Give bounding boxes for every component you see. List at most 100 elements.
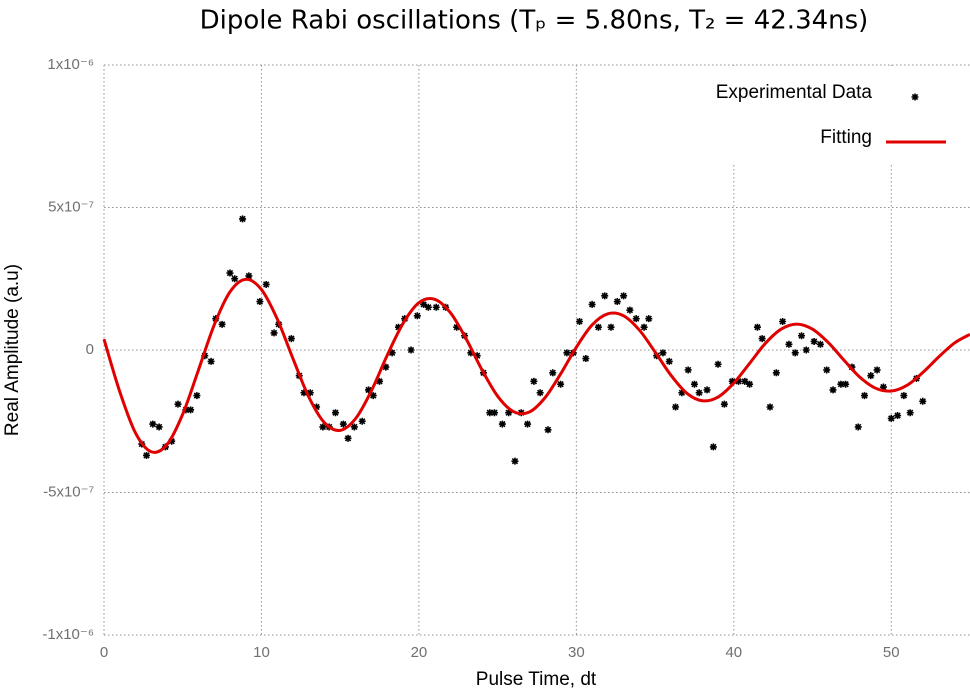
fit-line	[102, 277, 970, 454]
data-point	[816, 340, 824, 348]
x-tick-label: 40	[725, 644, 742, 661]
data-point	[645, 315, 653, 323]
data-point	[511, 457, 519, 465]
data-point	[287, 335, 295, 343]
data-point	[262, 280, 270, 288]
y-tick-label: -1x10⁻⁶	[42, 626, 94, 643]
x-tick-label: 20	[411, 644, 428, 661]
data-point	[218, 320, 226, 328]
data-point	[746, 380, 754, 388]
data-point	[331, 409, 339, 417]
data-point	[709, 443, 717, 451]
data-point	[735, 377, 743, 385]
data-point	[319, 423, 327, 431]
grid	[103, 64, 970, 636]
data-point	[640, 323, 648, 331]
data-point	[536, 389, 544, 397]
data-point	[376, 377, 384, 385]
data-point	[149, 420, 157, 428]
data-point	[473, 352, 481, 360]
data-point	[420, 300, 428, 308]
data-point	[557, 380, 565, 388]
x-tick-label: 30	[568, 644, 585, 661]
data-point	[684, 366, 692, 374]
data-point	[867, 372, 875, 380]
data-point	[613, 298, 621, 306]
data-point	[524, 420, 532, 428]
data-point	[388, 349, 396, 357]
data-point	[900, 392, 908, 400]
data-point	[665, 357, 673, 365]
data-point	[714, 360, 722, 368]
data-point	[720, 400, 728, 408]
y-tick-label: 1x10⁻⁶	[47, 56, 94, 73]
legend-marker	[911, 93, 919, 101]
x-axis-label: Pulse Time, dt	[476, 669, 597, 690]
data-point	[174, 400, 182, 408]
data-point	[155, 423, 163, 431]
data-point	[810, 337, 818, 345]
legend-box	[680, 66, 968, 163]
data-point	[407, 346, 415, 354]
data-point	[791, 349, 799, 357]
data-point	[802, 346, 810, 354]
data-point	[369, 392, 377, 400]
y-tick-label: -5x10⁻⁷	[43, 483, 94, 500]
data-point	[659, 349, 667, 357]
data-point	[207, 357, 215, 365]
data-point	[678, 389, 686, 397]
data-point	[563, 349, 571, 357]
data-point	[544, 426, 552, 434]
data-point	[741, 377, 749, 385]
data-point	[703, 386, 711, 394]
data-point	[339, 420, 347, 428]
data-point	[695, 389, 703, 397]
data-point	[530, 377, 538, 385]
data-point	[785, 340, 793, 348]
data-point	[382, 363, 390, 371]
data-point	[861, 392, 869, 400]
data-point	[607, 323, 615, 331]
data-point	[829, 386, 837, 394]
chart-title: Dipole Rabi oscillations (Tₚ = 5.80ns, T…	[200, 6, 869, 36]
x-tick-label: 50	[883, 644, 900, 661]
data-point	[842, 380, 850, 388]
data-point	[300, 389, 308, 397]
data-point	[187, 406, 195, 414]
data-point	[779, 318, 787, 325]
legend-label: Fitting	[820, 127, 872, 148]
data-point	[854, 423, 862, 431]
data-point	[365, 386, 373, 394]
data-point	[588, 300, 596, 308]
data-point	[344, 434, 352, 442]
data-point	[626, 306, 634, 314]
data-point	[467, 349, 475, 357]
data-point	[620, 292, 628, 300]
data-point	[798, 332, 806, 340]
data-point	[486, 409, 494, 417]
data-point	[887, 414, 895, 422]
y-tick-label: 0	[86, 341, 94, 358]
data-point	[766, 403, 774, 411]
data-point	[413, 312, 421, 320]
data-point	[168, 437, 176, 445]
data-point	[690, 380, 698, 388]
data-point	[313, 403, 321, 411]
data-point	[270, 329, 278, 337]
data-point	[424, 303, 432, 311]
data-point	[772, 369, 780, 377]
data-point	[894, 412, 902, 420]
data-point	[498, 420, 506, 428]
data-point	[143, 451, 151, 459]
data-point	[601, 292, 609, 300]
x-tick-label: 0	[100, 644, 108, 661]
data-point	[823, 366, 831, 374]
data-point	[582, 355, 590, 363]
data-point	[879, 383, 887, 391]
data-point	[490, 409, 498, 417]
data-point	[226, 269, 234, 277]
data-point	[728, 377, 736, 385]
data-point	[758, 335, 766, 343]
data-point	[350, 423, 358, 431]
data-point	[549, 369, 557, 377]
